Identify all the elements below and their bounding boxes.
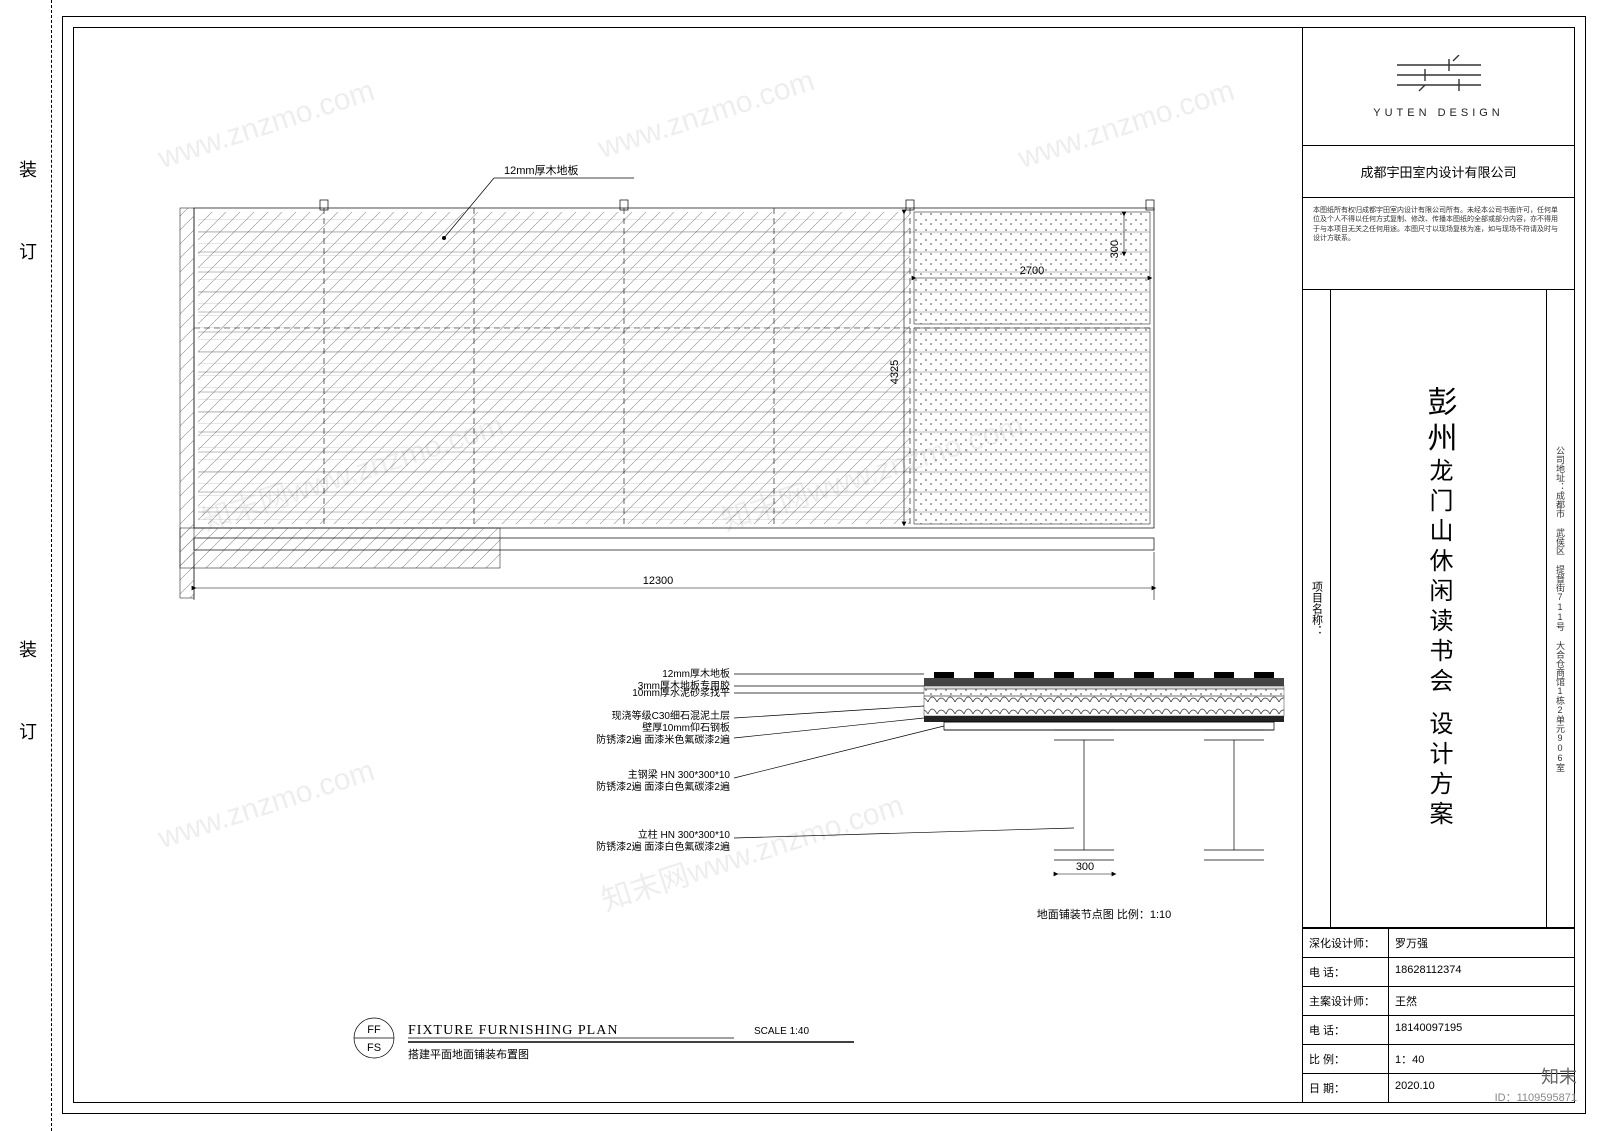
dim-tile-w: 2700	[1020, 265, 1044, 277]
corner-badge: 知末 ID：1109595871	[1495, 1063, 1577, 1105]
inner-frame: 12mm厚木地板 12300 4325 2700 300	[73, 27, 1575, 1103]
tb-project-name: 彭州 龙门山休闲读书会 设计方案	[1331, 290, 1546, 927]
logo-icon	[1389, 55, 1489, 101]
tb-row: 深化设计师：罗万强	[1303, 928, 1574, 957]
title-cn: 搭建平面地面铺装布置图	[408, 1047, 529, 1061]
tb-logo: YUTEN DESIGN	[1303, 28, 1574, 146]
drawing-area: 12mm厚木地板 12300 4325 2700 300	[74, 28, 1304, 1102]
detail-member-1b: 防锈漆2遍 面漆白色氟碳漆2遍	[596, 840, 730, 853]
tb-row: 电 话：18140097195	[1303, 1015, 1574, 1044]
detail-layer-2: 10mm厚水泥砂浆找平	[632, 686, 730, 699]
tb-k: 电 话：	[1303, 958, 1389, 986]
tb-v: 王然	[1389, 987, 1574, 1015]
tb-project: 项目名称： 彭州 龙门山休闲读书会 设计方案 公司地址： 成都市 武侯区 提督街…	[1303, 290, 1574, 928]
title-code-top: FF	[367, 1024, 381, 1036]
tb-addr-val: 成都市 武侯区 提督街711号 大合仓商馆1栋2单元906室	[1554, 491, 1567, 772]
detail-dim: 300	[1076, 861, 1094, 873]
dim-tile-h: 300	[1109, 240, 1121, 258]
drawing-svg: 12mm厚木地板 12300 4325 2700 300	[74, 28, 1304, 1104]
tb-addr-label: 公司地址：	[1554, 446, 1567, 491]
detail-layer-4: 壁厚10mm仰石钢板	[642, 721, 730, 734]
dim-width: 12300	[643, 575, 674, 587]
tb-project-name1: 彭州	[1417, 386, 1461, 458]
detail-layer-3: 现浇等级C30细石混泥土层	[612, 709, 730, 722]
detail-layer-5: 防锈漆2遍 面漆米色氟碳漆2遍	[596, 733, 730, 746]
tb-v: 18140097195	[1389, 1016, 1574, 1044]
tb-v: 18628112374	[1389, 958, 1574, 986]
title-code-bot: FS	[367, 1042, 381, 1054]
tb-v: 罗万强	[1389, 929, 1574, 957]
tb-k: 深化设计师：	[1303, 929, 1389, 957]
corner-badge-2: ID：1109595871	[1495, 1089, 1577, 1105]
detail-layer-0: 12mm厚木地板	[662, 667, 730, 680]
tb-row: 主案设计师：王然	[1303, 986, 1574, 1015]
tb-company: 成都宇田室内设计有限公司	[1303, 146, 1574, 198]
detail-member-0b: 防锈漆2遍 面漆白色氟碳漆2遍	[596, 780, 730, 793]
tb-addr: 公司地址： 成都市 武侯区 提督街711号 大合仓商馆1栋2单元906室	[1546, 290, 1574, 927]
tb-row: 电 话：18628112374	[1303, 957, 1574, 986]
corner-badge-1: 知末	[1495, 1063, 1577, 1089]
tb-k: 主案设计师：	[1303, 987, 1389, 1015]
tb-k: 比 例：	[1303, 1045, 1389, 1073]
plan-note-top: 12mm厚木地板	[504, 163, 579, 177]
binding-label: 装 订	[14, 160, 40, 282]
title-scale: SCALE 1:40	[754, 1026, 809, 1037]
logo-text: YUTEN DESIGN	[1373, 107, 1504, 119]
detail-member-0a: 主钢梁 HN 300*300*10	[628, 768, 731, 781]
tb-k: 日 期：	[1303, 1074, 1389, 1102]
title-en: FIXTURE FURNISHING PLAN	[408, 1023, 618, 1038]
tb-k: 电 话：	[1303, 1016, 1389, 1044]
tb-project-name2: 龙门山休闲读书会 设计方案	[1421, 458, 1456, 831]
detail-title: 地面铺装节点图 比例：1:10	[1037, 907, 1171, 921]
dim-height: 4325	[889, 360, 901, 384]
detail-member-1a: 立柱 HN 300*300*10	[638, 828, 731, 841]
binding-strip: 装 订 装 订	[0, 0, 52, 1131]
outer-frame: 12mm厚木地板 12300 4325 2700 300	[62, 16, 1586, 1114]
tb-project-label: 项目名称：	[1303, 290, 1331, 927]
titleblock: YUTEN DESIGN 成都宇田室内设计有限公司 本图纸所有权归成都宇田室内设…	[1302, 28, 1574, 1102]
binding-label-2: 装 订	[14, 640, 40, 762]
tb-disclaimer: 本图纸所有权归成都宇田室内设计有限公司所有。未经本公司书面许可，任何单位及个人不…	[1303, 198, 1574, 290]
